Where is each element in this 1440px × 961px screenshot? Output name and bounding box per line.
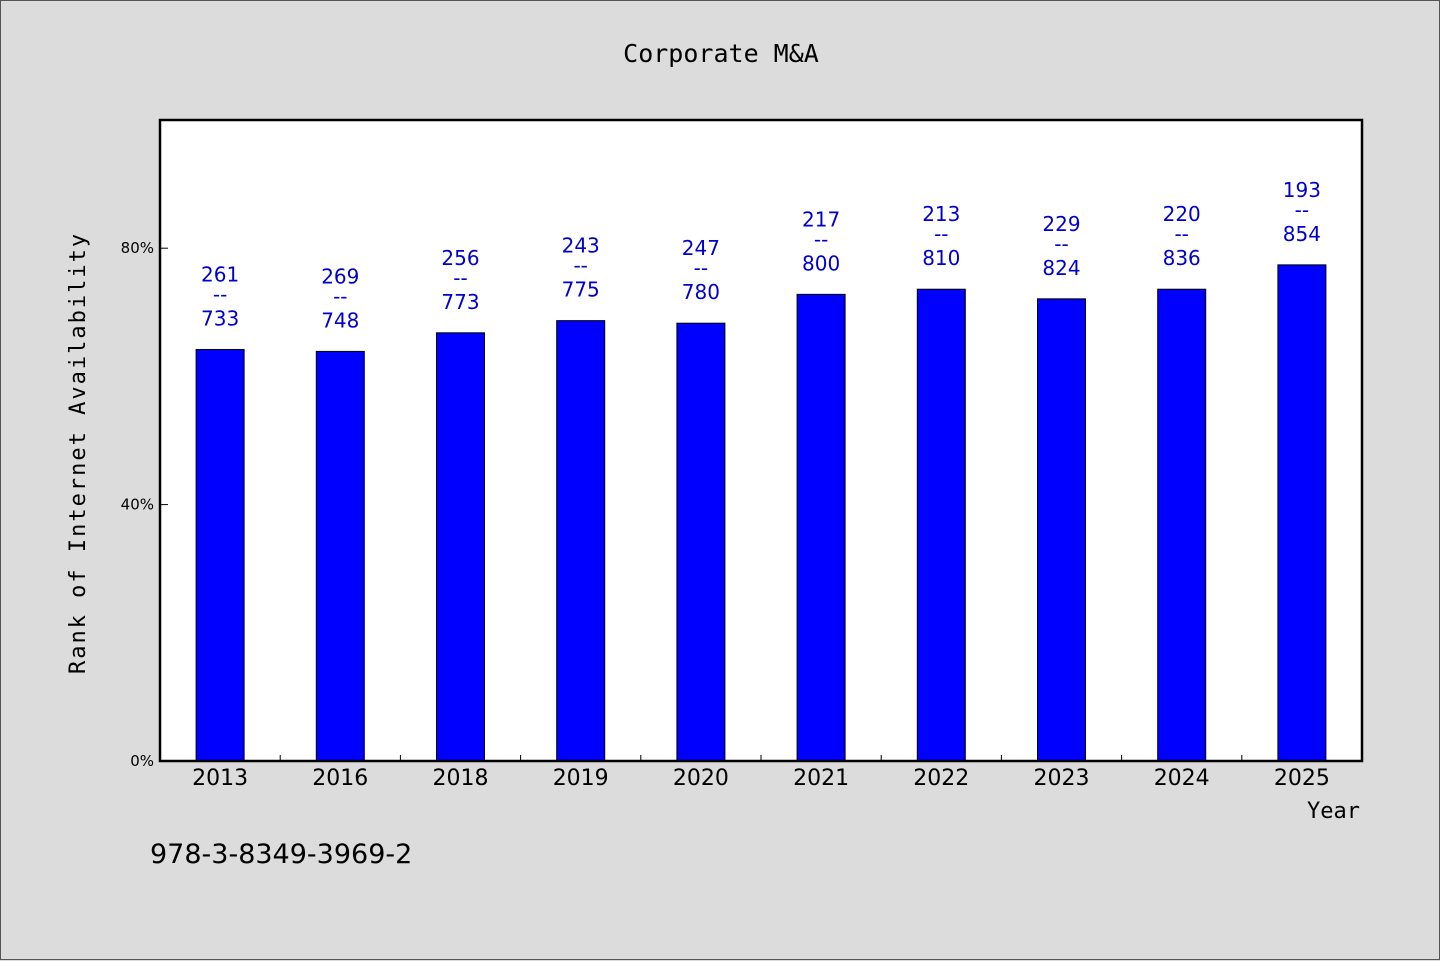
bar — [315, 350, 365, 762]
data-label-bottom: 854 — [1283, 222, 1321, 246]
bar — [1157, 288, 1207, 762]
data-label-top: 247 — [682, 236, 720, 260]
data-label-bottom: 810 — [922, 246, 960, 270]
data-label-separator: -- — [1054, 232, 1068, 256]
data-label-separator: -- — [1295, 198, 1309, 222]
bar — [796, 293, 846, 762]
data-label-separator: -- — [1174, 222, 1188, 246]
data-label-top: 193 — [1283, 178, 1321, 202]
data-label-bottom: 748 — [321, 308, 359, 332]
plot-area: 0%40%80%2013261--7332016269--7482018256-… — [121, 118, 1364, 791]
bar — [436, 332, 485, 762]
plot-border — [158, 118, 1364, 763]
data-label-separator: -- — [453, 266, 467, 290]
x-tick-label: 2024 — [1154, 766, 1210, 791]
footer-code: 978-3-8349-3969-2 — [150, 839, 412, 870]
data-label-top: 220 — [1163, 202, 1201, 226]
data-label-separator: -- — [934, 222, 948, 246]
y-tick-label: 80% — [121, 239, 154, 257]
data-label-top: 261 — [201, 262, 239, 286]
x-tick-label: 2020 — [673, 766, 729, 791]
data-label-bottom: 775 — [562, 278, 600, 302]
data-label-bottom: 733 — [201, 306, 239, 330]
x-tick-label: 2016 — [312, 766, 368, 791]
x-tick-label: 2018 — [433, 766, 489, 791]
data-label-top: 243 — [562, 234, 600, 258]
x-tick-label: 2019 — [553, 766, 609, 791]
data-label-top: 256 — [441, 246, 479, 270]
data-label-bottom: 836 — [1163, 246, 1201, 270]
data-label-separator: -- — [814, 227, 828, 251]
x-tick-label: 2025 — [1274, 766, 1330, 791]
y-axis-label: Rank of Internet Availability — [66, 232, 91, 674]
data-label-bottom: 824 — [1042, 256, 1080, 280]
data-label-separator: -- — [694, 256, 708, 280]
bar — [556, 320, 606, 762]
data-label-separator: -- — [213, 282, 227, 306]
x-tick-label: 2013 — [192, 766, 248, 791]
bar — [195, 348, 245, 762]
data-label-bottom: 800 — [802, 251, 840, 275]
data-label-top: 217 — [802, 207, 840, 231]
data-label-top: 229 — [1042, 212, 1080, 236]
data-label-top: 269 — [321, 264, 359, 288]
x-tick-label: 2022 — [913, 766, 969, 791]
data-label-separator: -- — [333, 284, 347, 308]
data-label-bottom: 780 — [682, 280, 720, 304]
bar — [1277, 264, 1327, 762]
chart-title: Corporate M&A — [623, 39, 819, 68]
x-tick-label: 2021 — [793, 766, 849, 791]
bar — [676, 322, 726, 762]
data-label-top: 213 — [922, 202, 960, 226]
y-tick-label: 40% — [121, 496, 154, 514]
x-tick-label: 2023 — [1034, 766, 1090, 791]
bar — [916, 288, 966, 762]
y-tick-label: 0% — [130, 752, 154, 770]
bar — [1037, 298, 1086, 762]
data-label-separator: -- — [573, 254, 587, 278]
x-axis-label: Year — [1307, 799, 1360, 824]
data-label-bottom: 773 — [441, 290, 479, 314]
